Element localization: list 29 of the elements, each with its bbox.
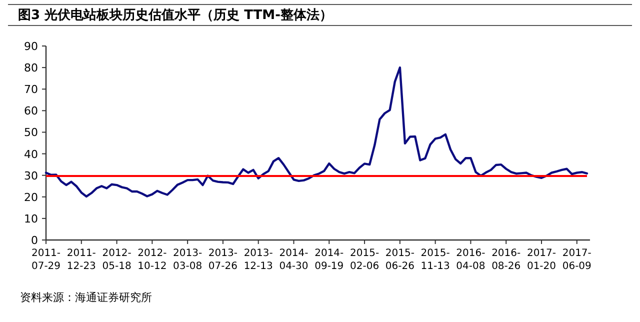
x-tick-label: 2016-08-26 <box>492 248 522 272</box>
x-tick-label: 2015-02-06 <box>350 248 380 272</box>
line-series <box>44 66 588 198</box>
chart-title: 图3 光伏电站板块历史估值水平（历史 TTM-整体法） <box>8 4 632 26</box>
y-tick-label: 60 <box>24 104 38 118</box>
x-tick-label: 2017-06-09 <box>562 248 592 272</box>
x-tick-label: 2013-07-26 <box>208 248 238 272</box>
y-tick-label: 90 <box>24 40 38 53</box>
x-tick-label: 2013-12-13 <box>244 248 274 272</box>
x-tick-label: 2014-09-19 <box>314 248 344 272</box>
x-tick-label: 2012-05-18 <box>102 248 132 272</box>
x-tick-label: 2011-12-23 <box>66 248 96 272</box>
x-tick-label: 2015-11-13 <box>420 248 450 272</box>
x-tick-label: 2014-04-30 <box>279 248 309 272</box>
y-tick-label: 30 <box>24 169 38 182</box>
x-tick-label: 2013-03-08 <box>173 248 202 272</box>
y-tick-label: 10 <box>24 212 38 226</box>
y-tick-label: 70 <box>24 83 38 96</box>
x-tick-label: 2016-04-08 <box>456 248 486 272</box>
x-tick-label: 2015-06-26 <box>385 248 415 272</box>
text: 资料来源：海通证券研究所 <box>20 290 152 305</box>
x-tick-label: 2011-07-29 <box>31 248 61 272</box>
y-tick-label: 80 <box>24 62 38 75</box>
x-tick-label: 2012-10-12 <box>138 248 168 272</box>
y-tick-label: 50 <box>24 126 38 140</box>
y-tick-label: 40 <box>24 148 38 161</box>
x-tick-label: 2017-01-20 <box>526 248 556 272</box>
y-tick-label: 20 <box>24 190 38 204</box>
y-tick-label: 0 <box>31 234 38 247</box>
